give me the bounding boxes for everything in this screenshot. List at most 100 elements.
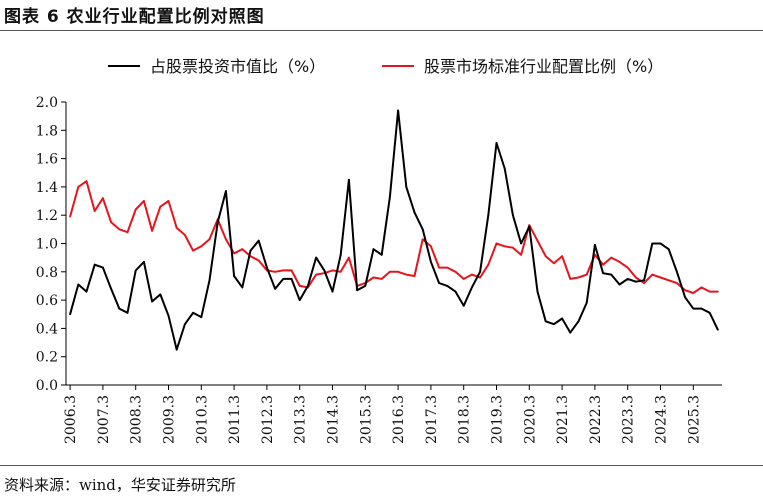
- x-tick-label: 2009.3: [162, 395, 178, 444]
- legend-label-series-1: 占股票投资市值比（%）: [150, 57, 325, 76]
- data-point-holding-ratio: [528, 225, 531, 228]
- data-point-market-standard: [233, 252, 236, 255]
- data-point-holding-ratio: [421, 228, 424, 231]
- data-point-holding-ratio: [389, 195, 391, 198]
- data-point-holding-ratio: [85, 290, 88, 293]
- data-point-market-standard: [389, 270, 391, 273]
- data-point-market-standard: [430, 245, 432, 248]
- data-point-market-standard: [184, 234, 186, 236]
- data-point-holding-ratio: [643, 279, 645, 282]
- x-tick-label: 2010.3: [194, 395, 210, 444]
- data-point-holding-ratio: [282, 278, 285, 280]
- data-point-holding-ratio: [77, 283, 80, 286]
- data-point-market-standard: [225, 238, 227, 241]
- data-point-holding-ratio: [487, 214, 490, 217]
- data-point-market-standard: [659, 276, 662, 279]
- data-point-holding-ratio: [602, 272, 604, 275]
- data-point-holding-ratio: [635, 280, 637, 283]
- x-tick-label: 2022.3: [588, 395, 604, 444]
- data-point-market-standard: [85, 180, 88, 183]
- data-point-holding-ratio: [651, 242, 654, 245]
- data-point-market-standard: [717, 290, 719, 293]
- x-tick-label: 2020.3: [522, 395, 538, 444]
- data-point-market-standard: [143, 200, 145, 202]
- y-tick-label: 1.0: [36, 237, 58, 253]
- y-tick-label: 0.2: [36, 350, 58, 366]
- axes: 0.0 0.2 0.4 0.6 0.8 1.0 1.2 1.4 1.6 1.8 2.0 2006.3 2…: [36, 95, 722, 444]
- data-point-market-standard: [700, 286, 703, 289]
- data-point-market-standard: [257, 259, 260, 262]
- data-point-market-standard: [610, 256, 613, 259]
- data-point-holding-ratio: [69, 313, 71, 316]
- x-tick-label: 2017.3: [424, 395, 440, 444]
- data-point-holding-ratio: [192, 311, 195, 314]
- data-point-market-standard: [602, 263, 604, 266]
- data-point-holding-ratio: [339, 253, 342, 256]
- x-tick-label: 2008.3: [129, 395, 145, 444]
- y-tick-label: 0.8: [36, 265, 58, 281]
- data-point-holding-ratio: [274, 287, 276, 290]
- series-layer: [69, 109, 719, 351]
- data-point-holding-ratio: [167, 314, 170, 317]
- data-point-holding-ratio: [553, 323, 555, 326]
- data-point-holding-ratio: [708, 311, 711, 314]
- x-tick-label: 2016.3: [391, 395, 407, 444]
- data-point-holding-ratio: [405, 186, 408, 188]
- data-point-holding-ratio: [93, 263, 96, 266]
- data-point-market-standard: [462, 278, 465, 280]
- x-tick-label: 2019.3: [490, 395, 506, 444]
- data-point-holding-ratio: [594, 244, 596, 246]
- x-tick-label: 2007.3: [96, 395, 112, 444]
- data-point-market-standard: [577, 276, 580, 279]
- data-point-market-standard: [651, 273, 654, 276]
- data-point-market-standard: [454, 270, 457, 273]
- data-point-holding-ratio: [659, 242, 662, 245]
- legend: 占股票投资市值比（%） 股票市场标准行业配置比例（%）: [108, 57, 663, 76]
- data-point-market-standard: [274, 270, 276, 273]
- data-point-market-standard: [676, 282, 678, 284]
- data-point-holding-ratio: [356, 289, 358, 292]
- data-point-holding-ratio: [700, 307, 703, 310]
- data-point-holding-ratio: [536, 290, 539, 293]
- x-tick-label: 2012.3: [260, 395, 276, 444]
- data-point-market-standard: [298, 285, 301, 287]
- data-point-holding-ratio: [331, 290, 334, 293]
- data-point-holding-ratio: [118, 307, 121, 310]
- data-point-market-standard: [618, 261, 621, 263]
- data-point-holding-ratio: [184, 323, 186, 326]
- data-point-market-standard: [151, 229, 154, 232]
- data-point-market-standard: [667, 279, 670, 282]
- data-point-holding-ratio: [364, 285, 367, 287]
- data-point-market-standard: [479, 276, 481, 279]
- data-point-holding-ratio: [134, 269, 137, 272]
- data-point-market-standard: [692, 292, 695, 294]
- data-point-market-standard: [290, 269, 293, 272]
- data-point-market-standard: [643, 282, 645, 284]
- y-tick-label: 1.6: [36, 152, 58, 168]
- data-point-market-standard: [438, 266, 440, 269]
- y-tick-label: 1.2: [36, 208, 58, 224]
- data-point-holding-ratio: [216, 221, 219, 224]
- data-point-holding-ratio: [610, 273, 613, 276]
- data-point-market-standard: [175, 227, 178, 229]
- figure-title: 图表 6 农业行业配置比例对照图: [4, 7, 265, 27]
- data-point-market-standard: [495, 242, 498, 245]
- data-point-holding-ratio: [471, 286, 473, 289]
- x-tick-label: 2018.3: [457, 395, 473, 444]
- data-point-holding-ratio: [676, 270, 678, 273]
- x-tick-label: 2021.3: [555, 395, 571, 444]
- data-point-holding-ratio: [561, 317, 563, 320]
- data-point-holding-ratio: [126, 311, 129, 314]
- data-point-market-standard: [208, 238, 211, 241]
- data-point-market-standard: [118, 228, 121, 231]
- data-point-market-standard: [69, 215, 71, 218]
- data-point-market-standard: [77, 186, 80, 188]
- footer-rule: [0, 465, 763, 466]
- data-point-market-standard: [561, 255, 563, 258]
- data-point-market-standard: [397, 270, 399, 273]
- data-point-holding-ratio: [348, 178, 350, 181]
- data-point-holding-ratio: [249, 249, 252, 252]
- data-point-market-standard: [331, 269, 334, 272]
- data-point-holding-ratio: [397, 109, 399, 112]
- data-point-market-standard: [421, 238, 424, 241]
